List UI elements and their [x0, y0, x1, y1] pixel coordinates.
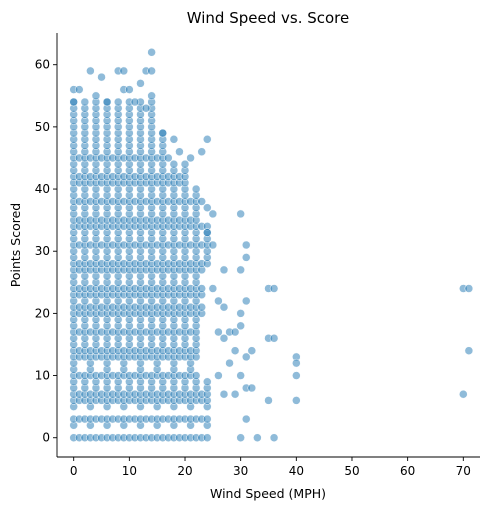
data-point [292, 371, 301, 380]
data-point [225, 358, 234, 368]
data-point [203, 203, 212, 212]
data-point [175, 147, 184, 156]
data-point [219, 302, 229, 312]
data-point [147, 48, 156, 57]
x-ticks: 0 10 20 30 40 50 60 70 [70, 457, 471, 478]
data-point [247, 383, 257, 393]
data-point [69, 97, 78, 107]
data-point [269, 433, 279, 442]
data-point [147, 66, 156, 76]
data-point [191, 184, 201, 194]
data-point [253, 433, 262, 442]
chart-title: Wind Speed vs. Score [187, 9, 350, 27]
data-point [241, 253, 251, 262]
data-point [197, 197, 206, 206]
data-point [203, 135, 212, 144]
data-point [464, 346, 474, 355]
data-point [97, 72, 106, 82]
y-tick-label: 0 [42, 431, 50, 445]
y-tick-label: 30 [35, 244, 50, 258]
x-tick-label: 10 [122, 464, 137, 478]
data-point [158, 128, 167, 138]
data-point [219, 389, 229, 399]
data-point [230, 389, 240, 399]
x-tick-label: 0 [70, 464, 78, 478]
data-point [292, 358, 301, 368]
x-tick-label: 60 [400, 464, 415, 478]
data-point [203, 414, 212, 424]
data-point [214, 296, 223, 306]
y-ticks: 0 10 20 30 40 50 60 [35, 58, 57, 445]
data-point [203, 433, 212, 442]
data-point [241, 240, 251, 250]
y-tick-label: 60 [35, 58, 50, 72]
data-point [236, 371, 245, 380]
data-point [269, 334, 279, 343]
x-tick-label: 70 [456, 464, 471, 478]
data-point [186, 153, 195, 163]
y-axis-label: Points Scored [8, 203, 23, 287]
data-point [191, 371, 201, 380]
data-point [236, 321, 245, 331]
data-point [269, 284, 279, 293]
data-point [236, 209, 245, 219]
data-point [197, 147, 206, 156]
data-point [230, 346, 240, 355]
y-tick-label: 10 [35, 369, 50, 383]
data-point [203, 228, 212, 237]
data-point [164, 153, 173, 163]
data-point [197, 284, 206, 293]
data-point [230, 327, 240, 337]
data-point [197, 302, 206, 312]
data-point [113, 97, 123, 107]
data-point [219, 334, 229, 343]
data-point [264, 396, 273, 405]
data-point [169, 135, 179, 144]
x-tick-label: 40 [289, 464, 304, 478]
data-point [214, 371, 223, 380]
data-point [86, 66, 95, 76]
data-point [119, 66, 129, 76]
data-point [80, 97, 90, 107]
data-point [130, 97, 140, 107]
y-tick-label: 20 [35, 306, 50, 320]
data-point [236, 265, 245, 275]
data-point [208, 284, 218, 293]
x-axis-label: Wind Speed (MPH) [210, 486, 326, 501]
data-point [247, 346, 257, 355]
data-point [102, 97, 112, 107]
data-point [136, 79, 145, 88]
x-tick-label: 20 [177, 464, 192, 478]
x-tick-label: 30 [233, 464, 248, 478]
data-point [141, 103, 151, 113]
x-tick-label: 50 [344, 464, 359, 478]
data-point [292, 396, 301, 405]
data-point [219, 265, 229, 275]
data-point [464, 284, 474, 293]
data-point [208, 209, 218, 219]
data-point [180, 159, 190, 169]
data-point [241, 296, 251, 306]
data-points [69, 48, 474, 442]
data-point [236, 309, 245, 318]
data-point [236, 433, 245, 442]
data-point [208, 240, 218, 250]
data-point [91, 91, 101, 101]
data-point [459, 389, 468, 399]
data-point [125, 85, 134, 94]
y-tick-label: 40 [35, 182, 50, 196]
data-point [147, 91, 156, 101]
data-point [75, 85, 84, 94]
data-point [241, 352, 251, 362]
data-point [241, 414, 251, 424]
y-tick-label: 50 [35, 120, 50, 134]
data-point [169, 159, 179, 169]
data-point [214, 327, 223, 337]
data-point [203, 377, 212, 387]
